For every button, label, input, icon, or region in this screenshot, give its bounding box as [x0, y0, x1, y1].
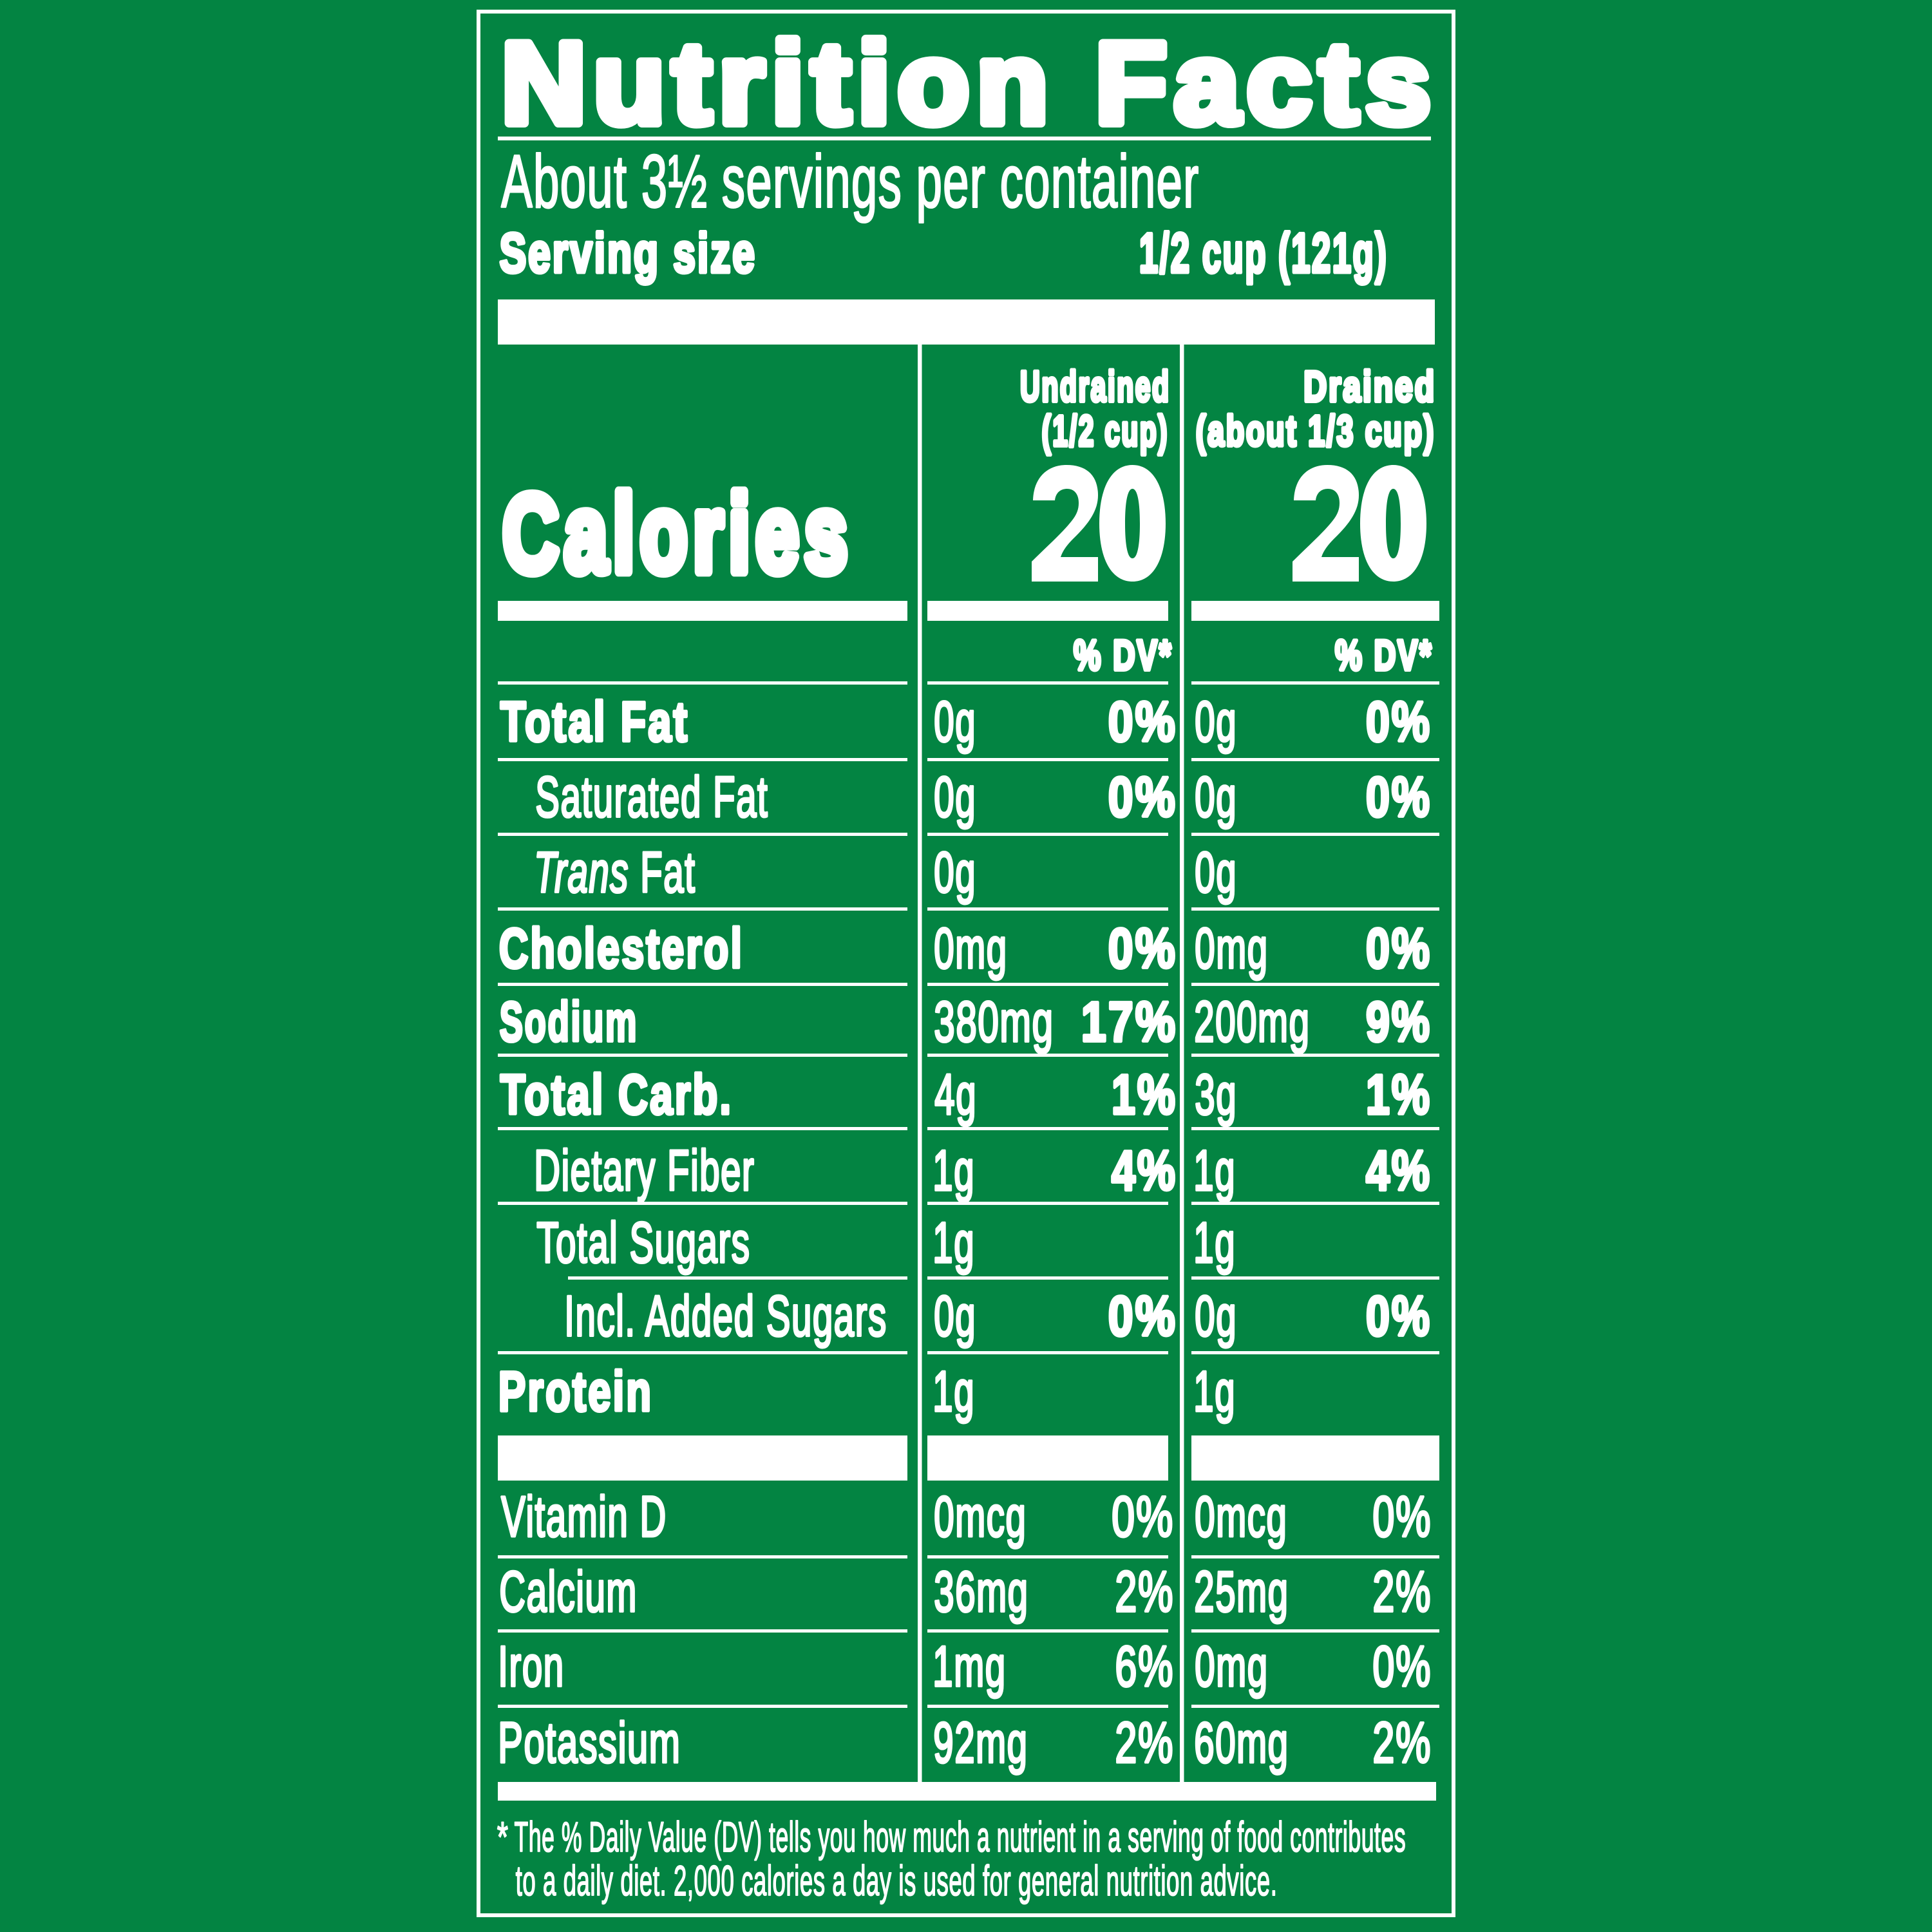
svg-text:1%: 1%: [1366, 1064, 1432, 1126]
svg-text:1g: 1g: [1193, 1211, 1236, 1274]
svg-text:*: *: [497, 1813, 508, 1861]
svg-text:0%: 0%: [1372, 1485, 1432, 1549]
svg-text:0%: 0%: [1108, 766, 1177, 828]
svg-text:(1/2 cup): (1/2 cup): [1042, 406, 1169, 455]
svg-text:About 3½ servings per containe: About 3½ servings per container: [501, 141, 1199, 223]
svg-text:1g: 1g: [933, 1359, 975, 1423]
svg-text:(about 1/3 cup): (about 1/3 cup): [1196, 408, 1435, 455]
svg-text:Undrained: Undrained: [1020, 362, 1171, 410]
svg-text:Calcium: Calcium: [499, 1560, 638, 1624]
svg-text:Incl. Added Sugars: Incl. Added Sugars: [564, 1284, 887, 1348]
svg-text:0g: 0g: [934, 690, 976, 753]
svg-text:0g: 0g: [1195, 765, 1237, 829]
svg-text:0mcg: 0mcg: [1195, 1485, 1287, 1549]
svg-text:0mg: 0mg: [934, 916, 1007, 980]
svg-text:0%: 0%: [1366, 1285, 1432, 1348]
svg-text:0%: 0%: [1108, 1285, 1177, 1347]
svg-text:25mg: 25mg: [1194, 1560, 1289, 1624]
svg-text:Serving size: Serving size: [500, 222, 757, 284]
svg-text:4%: 4%: [1366, 1140, 1432, 1202]
svg-text:4g: 4g: [934, 1063, 977, 1126]
svg-text:Total Carb.: Total Carb.: [500, 1064, 733, 1126]
svg-text:Vitamin D: Vitamin D: [501, 1485, 667, 1549]
svg-text:0%: 0%: [1366, 918, 1432, 980]
svg-text:1g: 1g: [1193, 1359, 1236, 1423]
svg-text:2%: 2%: [1115, 1560, 1174, 1624]
svg-text:Trans Fat: Trans Fat: [534, 840, 696, 904]
svg-text:0mg: 0mg: [1195, 1634, 1268, 1698]
svg-text:2%: 2%: [1372, 1711, 1432, 1775]
svg-text:Cholesterol: Cholesterol: [499, 918, 744, 980]
svg-text:380mg: 380mg: [934, 990, 1054, 1054]
svg-text:0%: 0%: [1366, 766, 1432, 829]
svg-text:% DV*: % DV*: [1335, 632, 1433, 679]
svg-text:0%: 0%: [1108, 917, 1177, 980]
svg-text:1g: 1g: [933, 1211, 975, 1274]
svg-text:1g: 1g: [933, 1139, 975, 1202]
svg-text:4%: 4%: [1112, 1140, 1177, 1202]
svg-text:The % Daily Value (DV) tells y: The % Daily Value (DV) tells you how muc…: [515, 1814, 1406, 1861]
svg-text:2%: 2%: [1372, 1560, 1432, 1624]
svg-text:9%: 9%: [1366, 991, 1432, 1054]
svg-text:0mg: 0mg: [1195, 916, 1268, 980]
svg-text:0g: 0g: [1195, 1284, 1237, 1348]
svg-text:92mg: 92mg: [933, 1711, 1028, 1775]
svg-text:0%: 0%: [1108, 690, 1177, 753]
svg-text:Protein: Protein: [498, 1361, 653, 1423]
svg-text:Sodium: Sodium: [500, 991, 638, 1054]
svg-text:3g: 3g: [1195, 1063, 1237, 1126]
svg-text:36mg: 36mg: [934, 1560, 1028, 1624]
svg-text:Calories: Calories: [502, 473, 853, 596]
svg-text:Saturated Fat: Saturated Fat: [535, 765, 768, 829]
svg-text:Iron: Iron: [498, 1634, 564, 1698]
svg-text:1%: 1%: [1112, 1064, 1177, 1126]
svg-text:Potassium: Potassium: [498, 1710, 681, 1775]
svg-text:Nutrition Facts: Nutrition Facts: [502, 19, 1438, 147]
svg-text:0%: 0%: [1372, 1635, 1432, 1699]
svg-text:% DV*: % DV*: [1074, 632, 1173, 679]
svg-text:Total Sugars: Total Sugars: [536, 1211, 750, 1274]
svg-text:2%: 2%: [1115, 1711, 1174, 1775]
svg-text:to a daily diet. 2,000 calorie: to a daily diet. 2,000 calories a day is…: [516, 1858, 1278, 1905]
svg-text:6%: 6%: [1115, 1635, 1174, 1699]
svg-text:60mg: 60mg: [1194, 1711, 1289, 1775]
svg-text:1g: 1g: [1193, 1139, 1236, 1202]
svg-text:Drained: Drained: [1303, 362, 1436, 411]
svg-text:Dietary Fiber: Dietary Fiber: [534, 1139, 755, 1202]
svg-text:0%: 0%: [1366, 691, 1432, 753]
svg-text:17%: 17%: [1081, 990, 1178, 1053]
svg-text:0g: 0g: [1195, 690, 1237, 753]
svg-text:1mg: 1mg: [933, 1634, 1006, 1698]
svg-text:0g: 0g: [934, 840, 976, 904]
svg-text:0g: 0g: [934, 765, 976, 829]
svg-text:0g: 0g: [934, 1284, 976, 1348]
svg-text:Total Fat: Total Fat: [500, 690, 689, 753]
svg-text:0mcg: 0mcg: [934, 1485, 1027, 1549]
svg-text:200mg: 200mg: [1194, 990, 1310, 1054]
svg-text:1/2 cup (121g): 1/2 cup (121g): [1139, 222, 1388, 284]
svg-text:0%: 0%: [1112, 1486, 1174, 1549]
svg-text:0g: 0g: [1195, 840, 1237, 904]
